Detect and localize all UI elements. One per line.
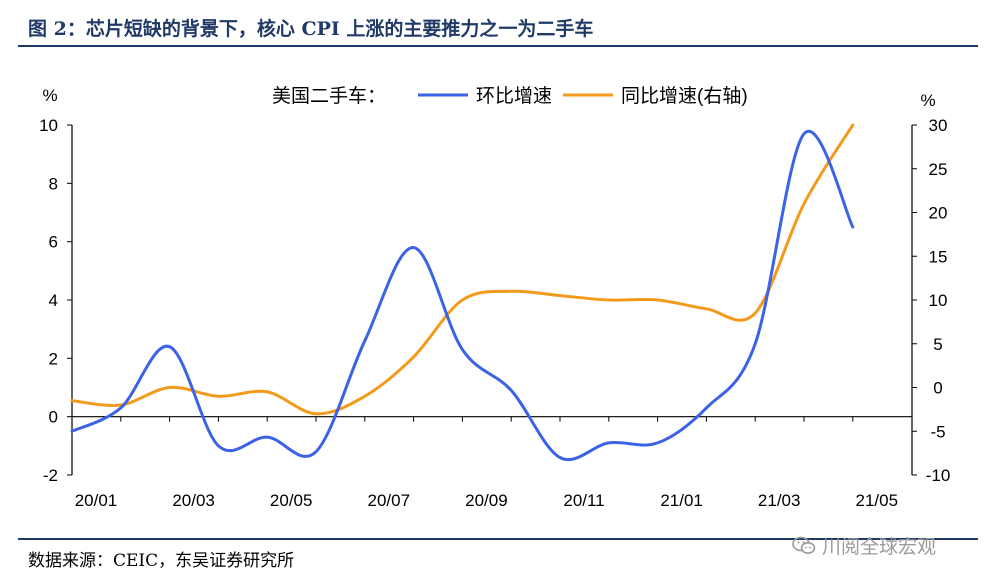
wechat-icon (792, 536, 816, 554)
right-tick-label: 30 (929, 116, 948, 135)
x-tick-label: 21/03 (758, 491, 801, 510)
x-tick-label: 20/09 (465, 491, 508, 510)
top-rule (18, 45, 978, 47)
x-tick-label: 21/05 (856, 491, 899, 510)
watermark-text: 川阅全球宏观 (822, 536, 937, 558)
right-tick-label: -10 (926, 466, 951, 485)
chart-ticks: -2 0 2 4 6 8 10 -10 -5 0 5 10 15 20 25 30% % 20/01 20/03 20… (39, 86, 950, 510)
x-tick-label: 21/01 (660, 491, 703, 510)
x-tick-label: 20/07 (368, 491, 411, 510)
right-axis-unit: % (920, 91, 935, 110)
x-tick-label: 20/01 (75, 491, 118, 510)
left-axis-unit: % (42, 86, 57, 105)
right-tick-label: 15 (929, 247, 948, 266)
chart-axes (71, 125, 913, 475)
x-tick-label: 20/03 (172, 491, 215, 510)
right-tick-label: 10 (929, 291, 948, 310)
right-tick-label: 0 (933, 379, 942, 398)
right-tick-label: 20 (929, 204, 948, 223)
legend-label: 环比增速 (476, 85, 552, 107)
left-tick-label: 6 (49, 233, 58, 252)
series-line-mom (70, 129, 855, 461)
watermark: 川阅全球宏观 (792, 532, 936, 559)
left-tick-label: 4 (49, 291, 58, 310)
bottom-rule (18, 538, 978, 540)
chart-series (70, 123, 855, 461)
source-note: 数据来源：CEIC，东吴证券研究所 (28, 551, 295, 571)
right-tick-label: 5 (933, 335, 942, 354)
series-line-yoy (70, 123, 855, 416)
right-tick-label: -5 (930, 422, 945, 441)
x-tick-label: 20/05 (270, 491, 313, 510)
left-tick-label: 8 (49, 174, 58, 193)
left-tick-label: -2 (43, 466, 58, 485)
right-tick-label: 25 (929, 160, 948, 179)
legend-label: 同比增速(右轴) (621, 85, 748, 107)
left-tick-label: 2 (49, 349, 58, 368)
chart-legend: 美国二手车： 环比增速 同比增速(右轴) (272, 85, 748, 107)
x-tick-label: 20/11 (563, 491, 604, 510)
left-tick-label: 10 (39, 116, 58, 135)
left-tick-label: 0 (49, 408, 58, 427)
figure-title: 图 2：芯片短缺的背景下，核心 CPI 上涨的主要推力之一为二手车 (28, 18, 594, 40)
legend-prefix: 美国二手车： (272, 85, 386, 107)
